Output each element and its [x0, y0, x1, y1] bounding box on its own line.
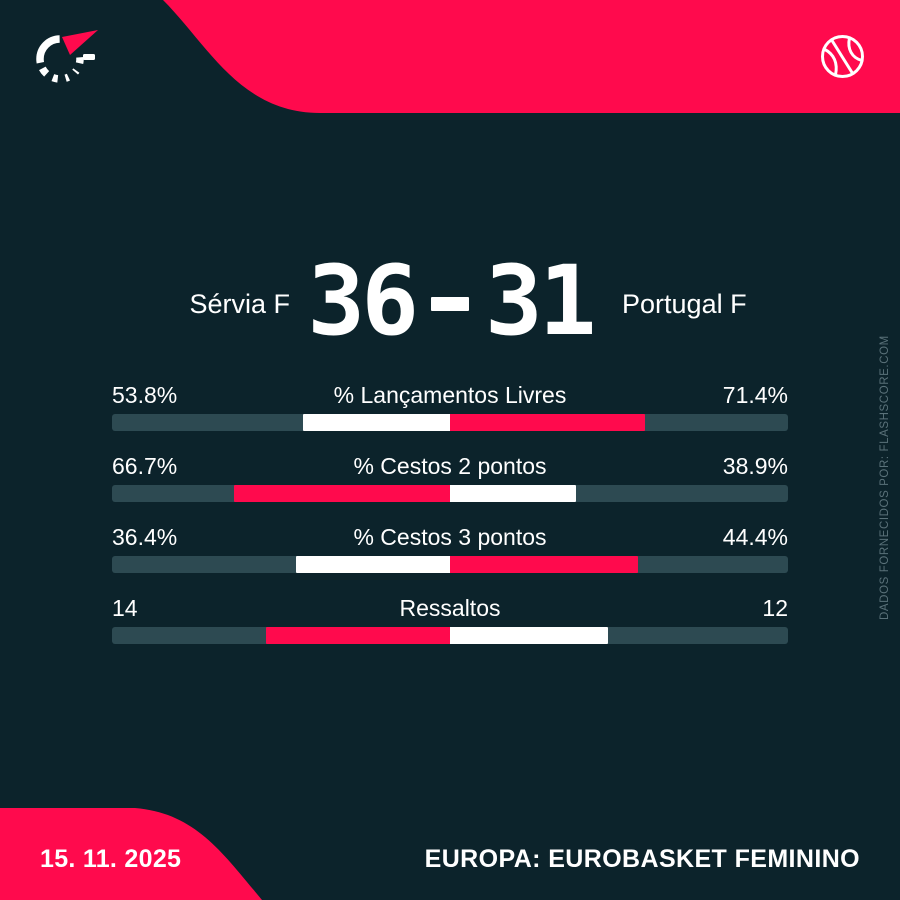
- stat-bar-track: [112, 556, 788, 573]
- stat-label: Ressaltos: [399, 595, 501, 621]
- stat-label: % Cestos 2 pontos: [353, 453, 547, 479]
- stat-away-value: 12: [762, 595, 788, 621]
- stat-labels: 53.8% % Lançamentos Livres 71.4%: [112, 382, 788, 409]
- score: 36 31: [307, 245, 597, 357]
- score-separator-dash: [431, 297, 469, 311]
- stat-labels: 36.4% % Cestos 3 pontos 44.4%: [112, 524, 788, 551]
- stat-home-value: 14: [112, 595, 138, 621]
- stats-list: 53.8% % Lançamentos Livres 71.4% 66.7% %…: [112, 382, 788, 666]
- stat-home-value: 53.8%: [112, 382, 178, 408]
- scoreboard: Sérvia F 36 31 Portugal F: [112, 245, 788, 357]
- match-date: 15. 11. 2025: [40, 845, 182, 873]
- stat-away-value: 71.4%: [722, 382, 788, 408]
- stat-row: 53.8% % Lançamentos Livres 71.4%: [112, 382, 788, 431]
- stat-bar-home-segment: [303, 414, 450, 431]
- stat-bar-track: [112, 627, 788, 644]
- away-score: 31: [485, 245, 597, 357]
- stat-away-value: 38.9%: [722, 453, 788, 479]
- stat-home-value: 36.4%: [112, 524, 178, 550]
- stat-row: 14 Ressaltos 12: [112, 595, 788, 644]
- stat-bar-home-segment: [295, 556, 450, 573]
- stat-bar-home-segment: [265, 627, 450, 644]
- stat-row: 36.4% % Cestos 3 pontos 44.4%: [112, 524, 788, 573]
- header-band: [163, 0, 900, 113]
- stat-bar-track: [112, 485, 788, 502]
- flashscore-logo-icon: [36, 30, 98, 83]
- away-team-name: Portugal F: [622, 288, 747, 319]
- home-team-name: Sérvia F: [189, 288, 290, 319]
- attribution-watermark: DADOS FORNECIDOS POR: FLASHSCORE.COM: [879, 335, 891, 620]
- stat-bar-away-segment: [450, 627, 608, 644]
- stat-bar-away-segment: [450, 556, 638, 573]
- stat-bar-away-segment: [450, 485, 576, 502]
- stat-away-value: 44.4%: [722, 524, 788, 550]
- stat-row: 66.7% % Cestos 2 pontos 38.9%: [112, 453, 788, 502]
- stat-bar-away-segment: [450, 414, 646, 431]
- stat-bar-track: [112, 414, 788, 431]
- stat-label: % Lançamentos Livres: [333, 382, 567, 408]
- home-score: 36: [307, 245, 419, 357]
- basketball-icon: [821, 35, 864, 78]
- stat-home-value: 66.7%: [112, 453, 178, 479]
- stat-bar-home-segment: [233, 485, 450, 502]
- stat-labels: 14 Ressaltos 12: [112, 595, 788, 622]
- competition-name: EUROPA: EUROBASKET FEMININO: [424, 845, 860, 873]
- stat-label: % Cestos 3 pontos: [353, 524, 547, 550]
- stat-labels: 66.7% % Cestos 2 pontos 38.9%: [112, 453, 788, 480]
